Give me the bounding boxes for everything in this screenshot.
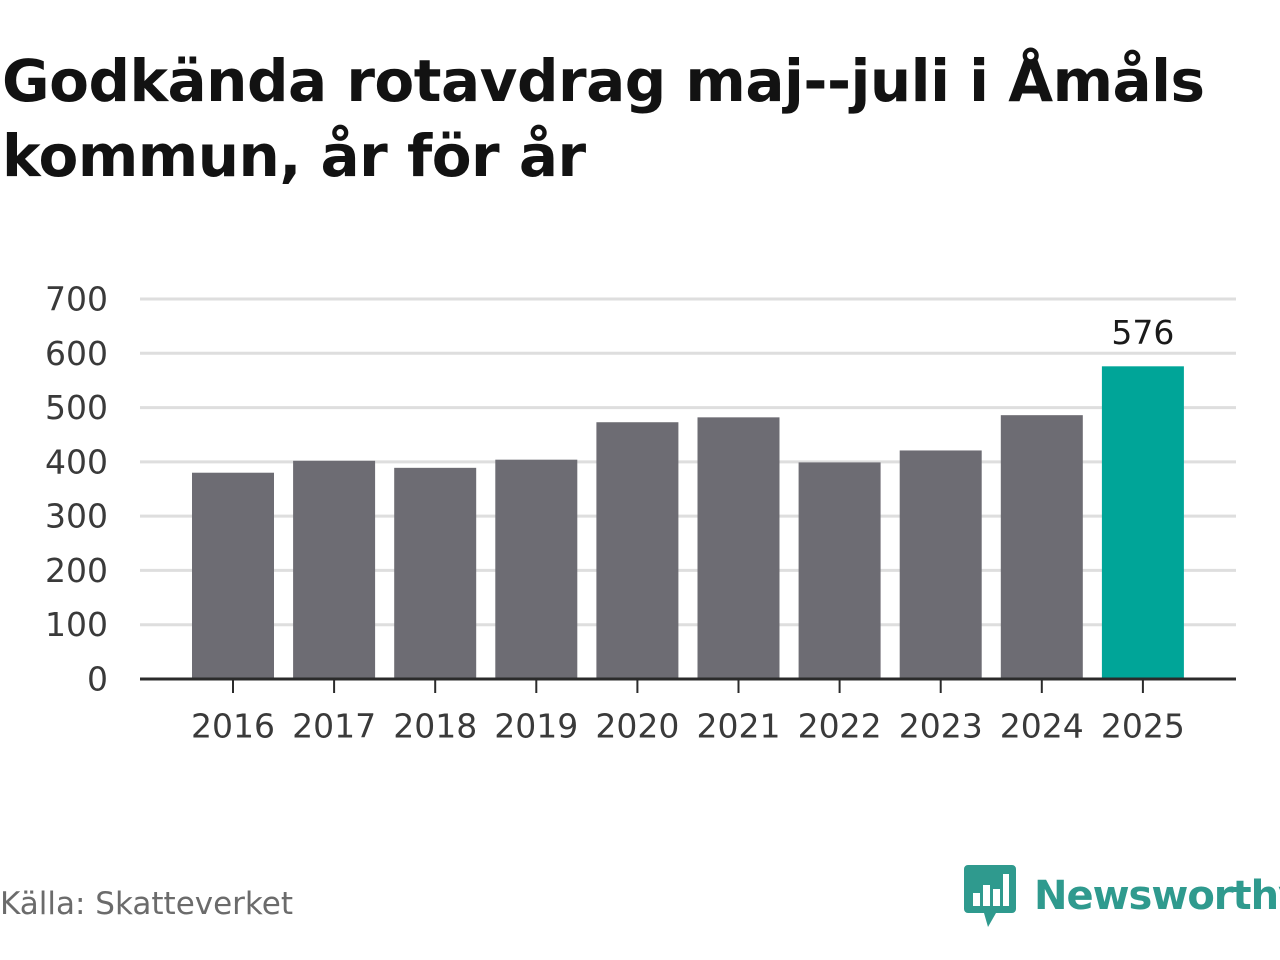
x-tick-label: 2017 (292, 707, 376, 746)
x-tick-label: 2020 (595, 707, 679, 746)
y-axis-ticks: 0 100 200 300 400 500 600 700 (45, 280, 108, 699)
bar-chart: 0 100 200 300 400 500 600 700 2016 2017 2018 2019 2… (0, 270, 1280, 770)
x-tick-label: 2018 (393, 707, 477, 746)
y-tick-label: 400 (45, 442, 108, 481)
bars (192, 366, 1184, 679)
bar-2024 (1000, 415, 1083, 679)
x-axis-ticks: 2016 2017 2018 2019 2020 2021 2022 2023 2024 2025 (191, 679, 1185, 746)
x-tick-label: 2019 (494, 707, 578, 746)
newsworthy-logo-icon (964, 865, 1016, 927)
source-note: Källa: Skatteverket (0, 886, 294, 922)
x-tick-label: 2023 (899, 707, 983, 746)
bar-2018 (394, 467, 477, 679)
bar-2023 (899, 450, 982, 679)
brand-logo: Newsworthy (964, 864, 1280, 928)
y-tick-label: 600 (45, 334, 108, 373)
bar-2022 (798, 462, 881, 679)
bar-2016 (192, 472, 274, 679)
x-tick-label: 2021 (697, 707, 781, 746)
bar-2020 (596, 422, 679, 679)
brand-name: Newsworthy (1034, 873, 1280, 919)
chart-title: Godkända rotavdrag maj--juli i Åmåls kom… (2, 47, 1205, 190)
bar-2021 (697, 417, 780, 679)
bar-2025 (1101, 366, 1184, 679)
x-tick-label: 2016 (191, 707, 275, 746)
y-tick-label: 500 (45, 388, 108, 427)
bar-2017 (293, 460, 376, 679)
bar-2019 (495, 459, 578, 679)
y-tick-label: 100 (45, 605, 108, 644)
x-tick-label: 2025 (1101, 707, 1185, 746)
data-labels: 576 (1111, 313, 1174, 352)
y-tick-label: 0 (87, 660, 108, 699)
y-tick-label: 300 (45, 497, 108, 536)
x-tick-label: 2024 (1000, 707, 1084, 746)
y-tick-label: 700 (45, 280, 108, 319)
y-tick-label: 200 (45, 551, 108, 590)
data-label-2025: 576 (1111, 313, 1174, 352)
x-tick-label: 2022 (798, 707, 882, 746)
